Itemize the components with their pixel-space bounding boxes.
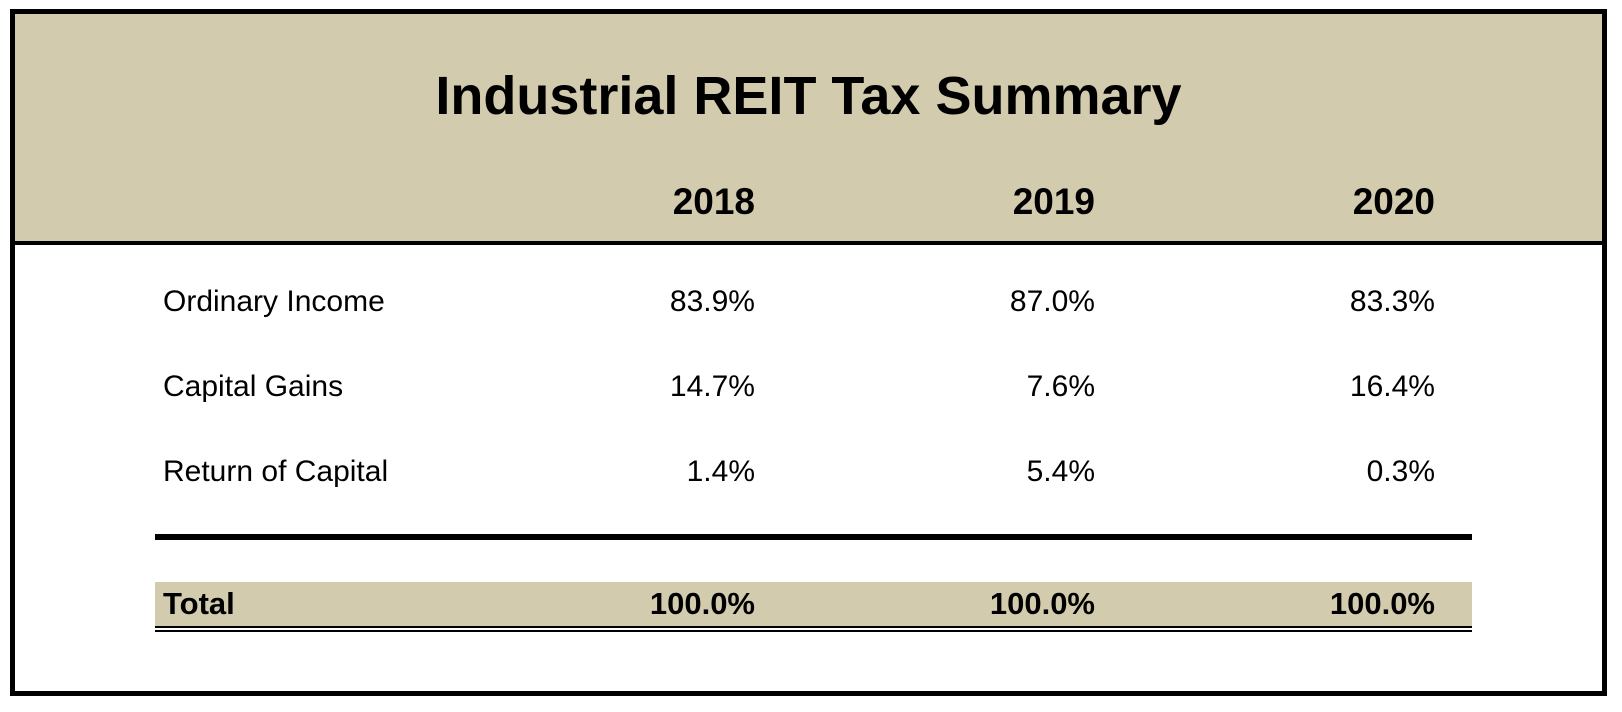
total-double-underline-bottom xyxy=(155,630,1472,632)
table-title: Industrial REIT Tax Summary xyxy=(435,66,1182,126)
cell-total-2020: 100.0% xyxy=(1329,586,1435,621)
summary-table-frame: Industrial REIT Tax Summary 2018 2019 20… xyxy=(10,9,1607,696)
cell-return-of-capital-2018: 1.4% xyxy=(686,455,755,488)
cell-total-2019: 100.0% xyxy=(989,586,1095,621)
total-double-underline-top xyxy=(155,626,1472,628)
cell-capital-gains-2018: 14.7% xyxy=(669,370,755,403)
column-header-2018: 2018 xyxy=(672,181,755,222)
row-label-return-of-capital: Return of Capital xyxy=(163,455,389,488)
cell-return-of-capital-2020: 0.3% xyxy=(1366,455,1435,488)
column-header-2019: 2019 xyxy=(1012,181,1095,222)
column-header-2020: 2020 xyxy=(1352,181,1435,222)
cell-ordinary-income-2020: 83.3% xyxy=(1349,285,1435,318)
total-row-label: Total xyxy=(163,586,235,621)
row-label-ordinary-income: Ordinary Income xyxy=(163,285,385,318)
cell-ordinary-income-2019: 87.0% xyxy=(1009,285,1095,318)
cell-return-of-capital-2019: 5.4% xyxy=(1026,455,1095,488)
cell-capital-gains-2019: 7.6% xyxy=(1026,370,1095,403)
cell-capital-gains-2020: 16.4% xyxy=(1349,370,1435,403)
total-divider xyxy=(155,534,1472,540)
cell-total-2018: 100.0% xyxy=(649,586,755,621)
table-header: Industrial REIT Tax Summary 2018 2019 20… xyxy=(15,14,1602,245)
total-row-background xyxy=(155,582,1472,626)
cell-ordinary-income-2018: 83.9% xyxy=(669,285,755,318)
row-label-capital-gains: Capital Gains xyxy=(163,370,344,403)
